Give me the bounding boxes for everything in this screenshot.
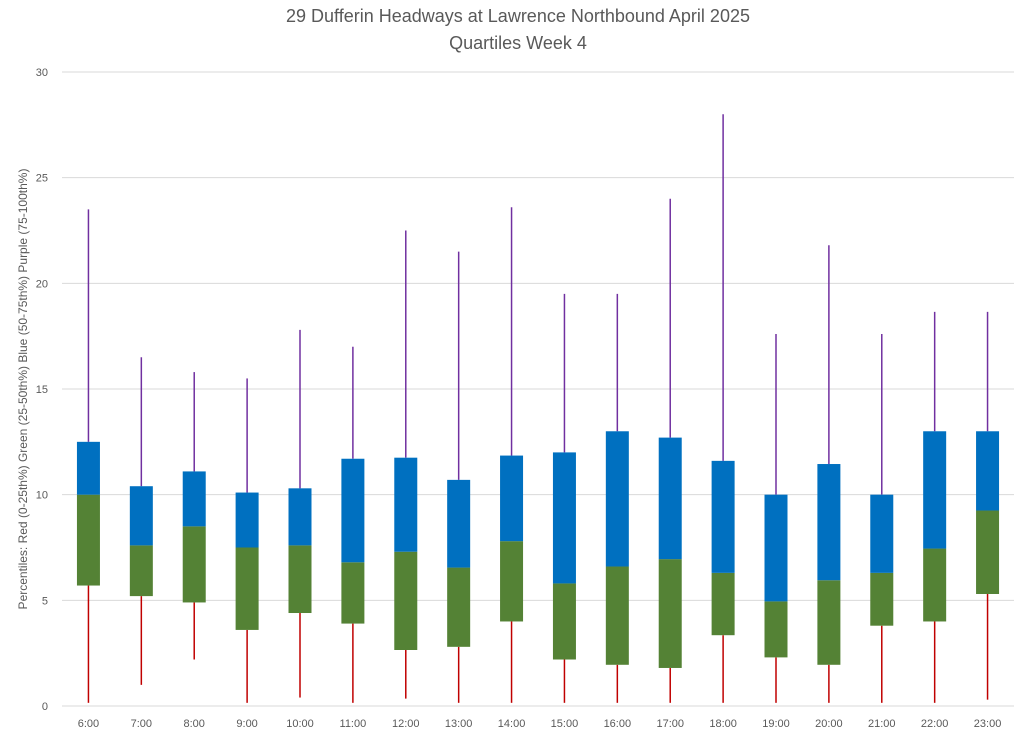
chart-title: 29 Dufferin Headways at Lawrence Northbo… [286, 6, 750, 26]
y-tick-label: 10 [36, 490, 48, 502]
x-tick-label: 10:00 [286, 718, 314, 730]
y-tick-label: 0 [42, 701, 48, 713]
upper-box-median-q3 [764, 494, 788, 602]
box-20-00 [817, 245, 841, 703]
y-axis-ticks: 0 5 10 15 20 25 30 [36, 67, 48, 713]
box-23-00 [976, 311, 1000, 700]
lower-box-q1-median [76, 494, 100, 586]
lower-box-q1-median [394, 551, 418, 650]
x-tick-label: 7:00 [131, 718, 152, 730]
x-tick-label: 11:00 [340, 718, 367, 730]
x-tick-label: 23:00 [974, 718, 1002, 730]
lower-box-q1-median [341, 562, 365, 624]
x-tick-label: 16:00 [604, 718, 632, 730]
upper-box-median-q3 [182, 471, 206, 527]
x-tick-label: 8:00 [184, 718, 205, 730]
x-tick-label: 9:00 [236, 718, 257, 730]
lower-box-q1-median [658, 559, 682, 668]
chart-subtitle: Quartiles Week 4 [449, 33, 587, 53]
box-13-00 [447, 251, 471, 703]
box-9-00 [235, 378, 259, 703]
lower-box-q1-median [288, 545, 312, 614]
x-tick-label: 17:00 [656, 718, 684, 730]
y-tick-label: 30 [36, 67, 48, 79]
upper-box-median-q3 [76, 441, 100, 495]
x-tick-label: 14:00 [498, 718, 526, 730]
box-7-00 [129, 357, 153, 685]
lower-box-q1-median [711, 572, 735, 636]
lower-box-q1-median [976, 510, 1000, 594]
x-tick-label: 18:00 [709, 718, 737, 730]
y-tick-label: 15 [36, 384, 48, 396]
box-11-00 [341, 346, 365, 703]
upper-box-median-q3 [870, 494, 894, 573]
box-21-00 [870, 334, 894, 703]
boxes [76, 114, 1000, 703]
upper-box-median-q3 [500, 455, 524, 542]
upper-box-median-q3 [129, 486, 153, 546]
lower-box-q1-median [764, 601, 788, 658]
box-14-00 [500, 207, 524, 703]
lower-box-q1-median [182, 526, 206, 603]
x-tick-label: 22:00 [921, 718, 949, 730]
x-tick-label: 6:00 [78, 718, 99, 730]
x-tick-label: 19:00 [762, 718, 790, 730]
x-axis-ticks: 6:00 7:00 8:00 9:00 10:00 11:00 12:00 13:00 14:0… [78, 718, 1002, 730]
lower-box-q1-median [870, 572, 894, 626]
box-18-00 [711, 114, 735, 703]
box-10-00 [288, 329, 312, 698]
upper-box-median-q3 [447, 479, 471, 568]
box-15-00 [552, 293, 576, 703]
y-tick-label: 20 [36, 278, 48, 290]
box-17-00 [658, 198, 682, 703]
upper-box-median-q3 [552, 452, 576, 584]
lower-box-q1-median [129, 545, 153, 597]
upper-box-median-q3 [394, 457, 418, 552]
upper-box-median-q3 [605, 431, 629, 567]
upper-box-median-q3 [817, 464, 841, 581]
lower-box-q1-median [500, 541, 524, 622]
upper-box-median-q3 [341, 458, 365, 563]
lower-box-q1-median [923, 548, 947, 622]
box-8-00 [182, 372, 206, 660]
x-tick-label: 21:00 [868, 718, 896, 730]
x-tick-label: 20:00 [815, 718, 843, 730]
x-tick-label: 13:00 [445, 718, 473, 730]
y-tick-label: 25 [36, 173, 48, 185]
upper-box-median-q3 [923, 431, 947, 549]
lower-box-q1-median [817, 580, 841, 665]
box-22-00 [923, 311, 947, 703]
upper-box-median-q3 [976, 431, 1000, 511]
lower-box-q1-median [447, 567, 471, 647]
gridlines [62, 71, 1014, 707]
lower-box-q1-median [552, 583, 576, 660]
box-16-00 [605, 293, 629, 703]
upper-box-median-q3 [235, 492, 259, 548]
box-12-00 [394, 230, 418, 699]
lower-box-q1-median [235, 547, 259, 630]
y-axis-label: Percentiles: Red (0-25th%) Green (25-50t… [16, 169, 30, 610]
box-19-00 [764, 334, 788, 703]
upper-box-median-q3 [711, 460, 735, 573]
x-tick-label: 15:00 [551, 718, 579, 730]
upper-box-median-q3 [658, 437, 682, 560]
x-tick-label: 12:00 [392, 718, 420, 730]
lower-box-q1-median [605, 566, 629, 665]
box-6-00 [76, 209, 100, 703]
y-tick-label: 5 [42, 595, 48, 607]
upper-box-median-q3 [288, 488, 312, 546]
